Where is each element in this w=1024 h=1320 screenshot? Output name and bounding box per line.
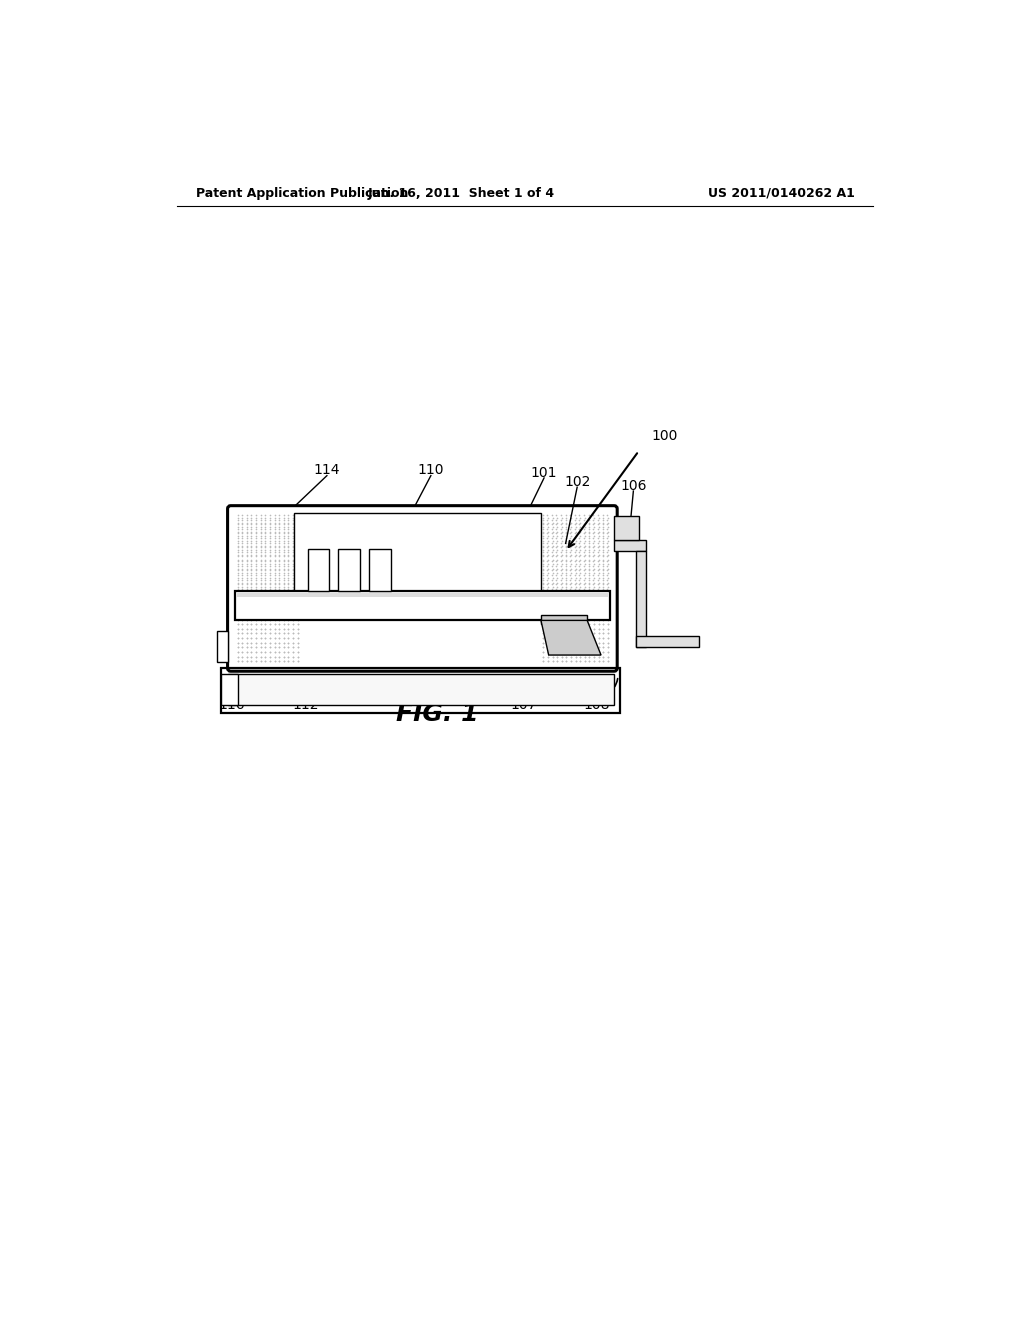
Bar [370, 549, 391, 591]
Bar [636, 636, 698, 647]
Bar [217, 631, 227, 663]
Bar [221, 668, 621, 713]
Text: 100: 100 [651, 429, 677, 442]
Bar [237, 593, 608, 598]
Bar [339, 549, 360, 591]
Bar [541, 615, 587, 624]
Text: 104: 104 [431, 692, 458, 706]
Polygon shape [541, 620, 601, 655]
Text: FIG. 1: FIG. 1 [395, 702, 478, 726]
Text: 107: 107 [510, 698, 537, 711]
Bar [614, 540, 646, 552]
Text: 116: 116 [219, 698, 246, 711]
Text: Jun. 16, 2011  Sheet 1 of 4: Jun. 16, 2011 Sheet 1 of 4 [368, 186, 555, 199]
Bar [294, 513, 541, 591]
Text: US 2011/0140262 A1: US 2011/0140262 A1 [708, 186, 855, 199]
Text: 114: 114 [313, 463, 340, 478]
Bar [307, 549, 330, 591]
Bar [221, 675, 239, 705]
Bar [614, 516, 639, 540]
Text: 101: 101 [530, 466, 557, 479]
Text: Patent Application Publication: Patent Application Publication [196, 186, 409, 199]
Text: 110: 110 [418, 463, 444, 478]
Text: 106: 106 [621, 479, 646, 492]
Text: 113: 113 [356, 690, 383, 705]
Bar [636, 552, 646, 647]
Bar [236, 591, 609, 620]
Text: 112: 112 [293, 698, 319, 711]
Bar [227, 675, 614, 705]
Text: 108: 108 [583, 698, 609, 711]
Text: 102: 102 [564, 475, 591, 488]
